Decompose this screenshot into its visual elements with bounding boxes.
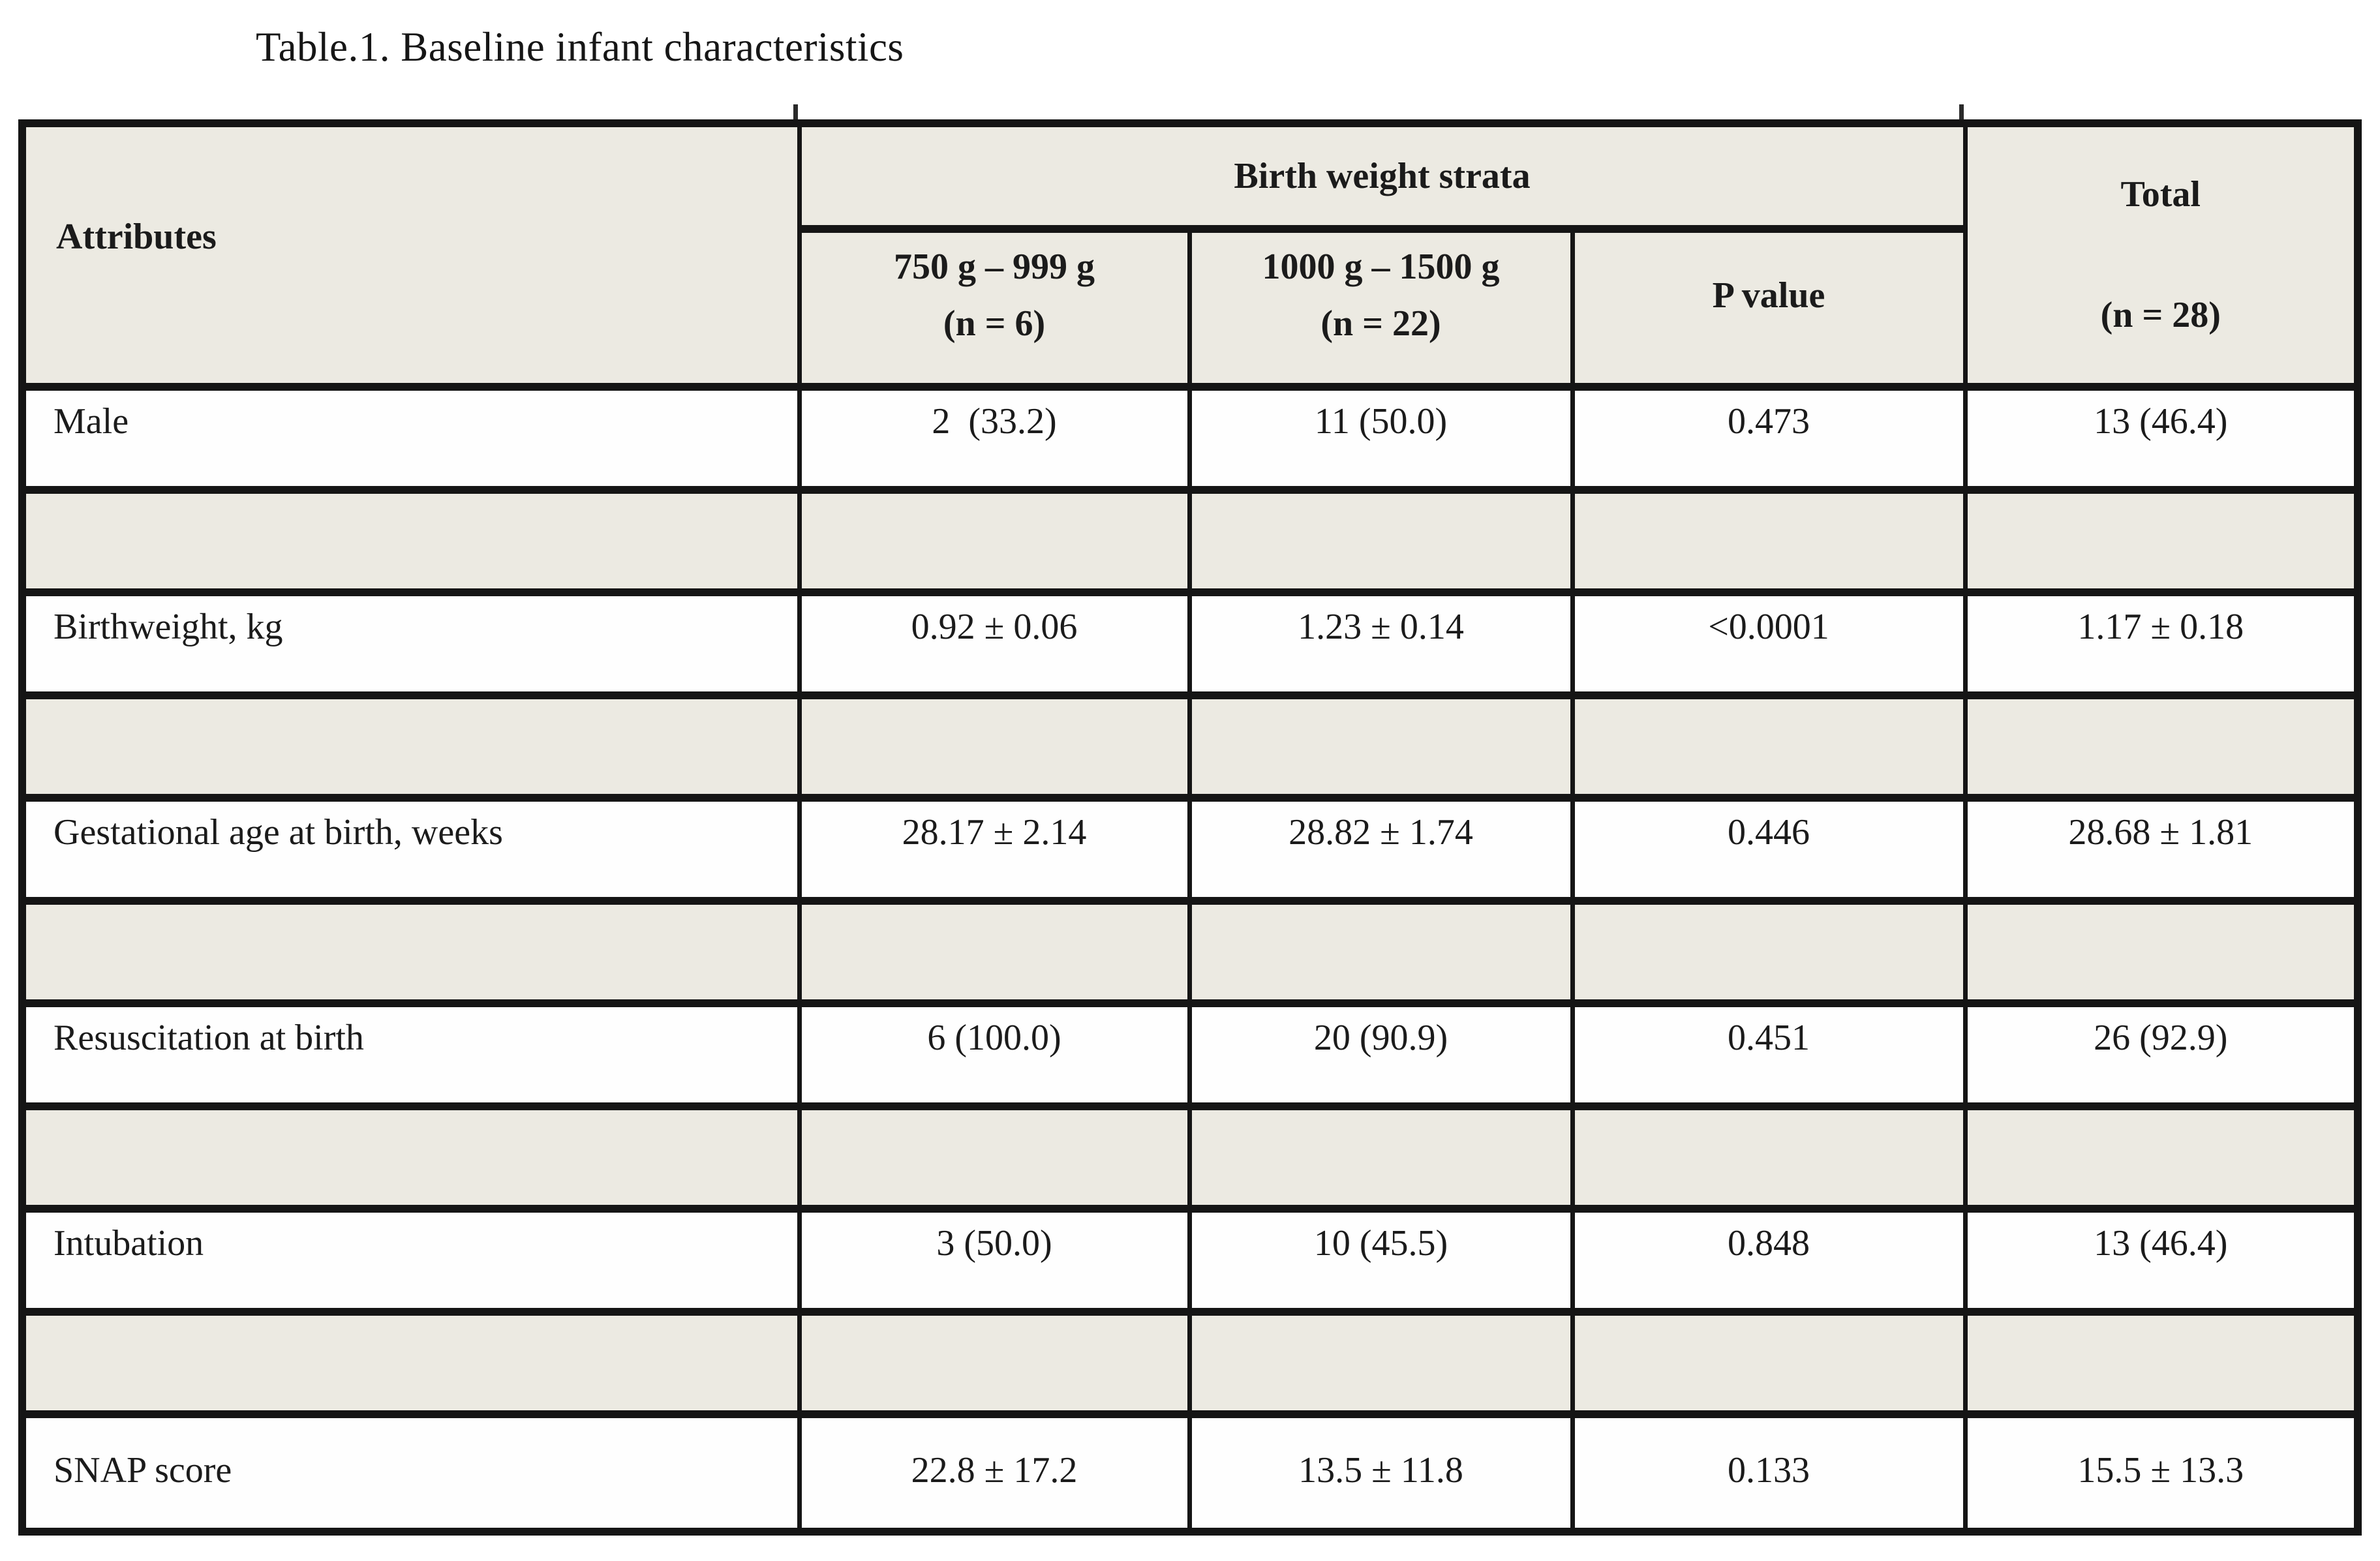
value-cell: 1.23 ± 0.14	[1187, 588, 1575, 699]
spacer-cell	[1962, 691, 2360, 802]
spacer-cell	[20, 691, 802, 802]
value-cell: 2 (33.2)	[797, 383, 1192, 494]
scan-artifact-tick	[793, 104, 798, 120]
baseline-characteristics-table: Attributes Birth weight strata Total (n …	[18, 119, 2362, 1536]
strata-1000-1500-n: (n = 22)	[1320, 303, 1441, 344]
value-cell: 1.17 ± 0.18	[1962, 588, 2360, 699]
table-row-gestational-age: Gestational age at birth, weeks 28.17 ± …	[20, 794, 2360, 905]
value-cell: 0.446	[1570, 794, 1968, 905]
row-label: Resuscitation at birth	[20, 999, 802, 1110]
value-cell: 26 (92.9)	[1962, 999, 2360, 1110]
table-row-male: Male 2 (33.2) 11 (50.0) 0.473 13 (46.4)	[20, 383, 2360, 494]
value-cell: 22.8 ± 17.2	[797, 1410, 1192, 1536]
strata-750-999-range: 750 g – 999 g	[894, 247, 1095, 288]
spacer-cell	[1570, 486, 1968, 596]
spacer-cell	[1962, 486, 2360, 596]
header-p-value: P value	[1570, 225, 1968, 391]
spacer-row	[20, 691, 2360, 802]
table-row-birthweight: Birthweight, kg 0.92 ± 0.06 1.23 ± 0.14 …	[20, 588, 2360, 699]
spacer-cell	[1570, 1102, 1968, 1213]
table-row-intubation: Intubation 3 (50.0) 10 (45.5) 0.848 13 (…	[20, 1205, 2360, 1316]
value-cell: 0.133	[1570, 1410, 1968, 1536]
spacer-cell	[797, 486, 1192, 596]
scan-artifact-tick	[1959, 104, 1964, 120]
table-row-resuscitation: Resuscitation at birth 6 (100.0) 20 (90.…	[20, 999, 2360, 1110]
spacer-cell	[1570, 1308, 1968, 1418]
spacer-row	[20, 1308, 2360, 1418]
value-cell: <0.0001	[1570, 588, 1968, 699]
value-cell: 28.68 ± 1.81	[1962, 794, 2360, 905]
header-strata-750-999: 750 g – 999 g (n = 6)	[797, 225, 1192, 391]
header-total-label: Total	[2120, 174, 2201, 215]
spacer-cell	[1187, 1102, 1575, 1213]
header-birth-weight-strata: Birth weight strata	[797, 119, 1968, 233]
spacer-cell	[1187, 486, 1575, 596]
value-cell: 28.17 ± 2.14	[797, 794, 1192, 905]
spacer-cell	[20, 486, 802, 596]
value-cell: 13 (46.4)	[1962, 383, 2360, 494]
spacer-cell	[1962, 1102, 2360, 1213]
spacer-cell	[797, 1308, 1192, 1418]
strata-750-999-n: (n = 6)	[943, 303, 1046, 344]
table-row-snap-score: SNAP score 22.8 ± 17.2 13.5 ± 11.8 0.133…	[20, 1410, 2360, 1536]
spacer-cell	[1187, 1308, 1575, 1418]
value-cell: 13 (46.4)	[1962, 1205, 2360, 1316]
table-title: Table.1. Baseline infant characteristics	[256, 24, 904, 70]
spacer-cell	[20, 1308, 802, 1418]
spacer-row	[20, 486, 2360, 596]
value-cell: 0.473	[1570, 383, 1968, 494]
value-cell: 6 (100.0)	[797, 999, 1192, 1110]
header-total: Total (n = 28)	[1962, 119, 2360, 391]
spacer-cell	[1962, 1308, 2360, 1418]
spacer-cell	[797, 691, 1192, 802]
spacer-cell	[1570, 691, 1968, 802]
value-cell: 0.451	[1570, 999, 1968, 1110]
spacer-row	[20, 1102, 2360, 1213]
row-label: Male	[20, 383, 802, 494]
value-cell: 15.5 ± 13.3	[1962, 1410, 2360, 1536]
header-strata-1000-1500: 1000 g – 1500 g (n = 22)	[1187, 225, 1575, 391]
strata-1000-1500-range: 1000 g – 1500 g	[1262, 247, 1500, 288]
spacer-row	[20, 897, 2360, 1007]
header-total-n: (n = 28)	[2100, 295, 2221, 335]
spacer-cell	[20, 1102, 802, 1213]
spacer-cell	[1187, 897, 1575, 1007]
row-label: Gestational age at birth, weeks	[20, 794, 802, 905]
value-cell: 11 (50.0)	[1187, 383, 1575, 494]
value-cell: 28.82 ± 1.74	[1187, 794, 1575, 905]
header-row-1: Attributes Birth weight strata Total (n …	[20, 119, 2360, 391]
spacer-cell	[797, 897, 1192, 1007]
spacer-cell	[1187, 691, 1575, 802]
spacer-cell	[20, 897, 802, 1007]
value-cell: 0.848	[1570, 1205, 1968, 1316]
header-row-2: 750 g – 999 g (n = 6) 1000 g – 1500 g (n…	[22, 225, 2358, 391]
spacer-cell	[1962, 897, 2360, 1007]
spacer-cell	[797, 1102, 1192, 1213]
row-label: Birthweight, kg	[20, 588, 802, 699]
row-label: Intubation	[20, 1205, 802, 1316]
value-cell: 20 (90.9)	[1187, 999, 1575, 1110]
header-attributes: Attributes	[20, 119, 802, 391]
value-cell: 13.5 ± 11.8	[1187, 1410, 1575, 1536]
row-label: SNAP score	[20, 1410, 802, 1536]
value-cell: 3 (50.0)	[797, 1205, 1192, 1316]
spacer-cell	[1570, 897, 1968, 1007]
value-cell: 0.92 ± 0.06	[797, 588, 1192, 699]
value-cell: 10 (45.5)	[1187, 1205, 1575, 1316]
